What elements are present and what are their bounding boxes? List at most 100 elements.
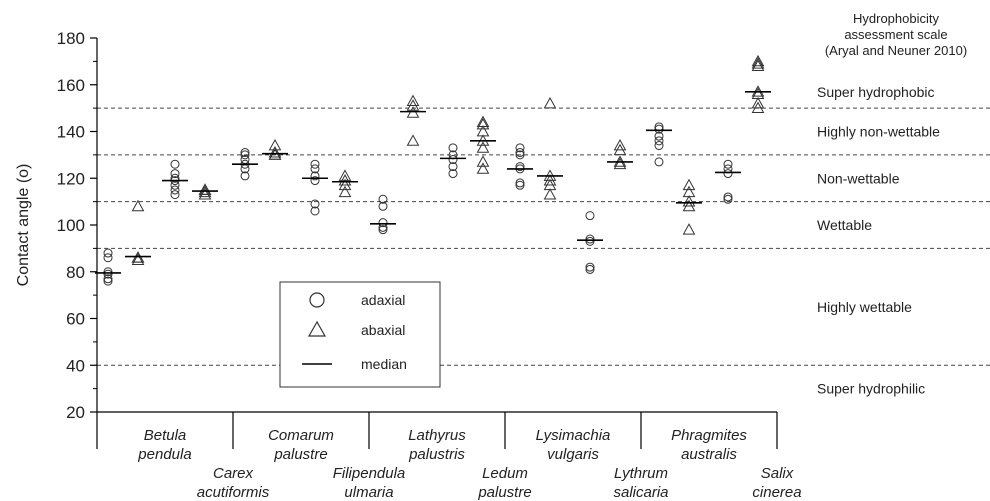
abaxial-point bbox=[476, 124, 490, 137]
adaxial-point bbox=[585, 234, 595, 244]
abaxial-point bbox=[198, 183, 212, 195]
species-label-bottom: salicaria bbox=[613, 484, 668, 501]
abaxial-point bbox=[268, 146, 282, 158]
adaxial-point bbox=[310, 176, 320, 186]
abaxial-point bbox=[476, 162, 490, 174]
species-label-top: Phragmites bbox=[671, 427, 747, 444]
adaxial-point bbox=[723, 159, 733, 169]
adaxial-point bbox=[378, 218, 388, 228]
species-label-top: australis bbox=[681, 446, 737, 463]
abaxial-point bbox=[406, 134, 420, 146]
abaxial-point bbox=[751, 54, 765, 67]
abaxial-point bbox=[476, 155, 490, 167]
legend-label-median: median bbox=[361, 356, 407, 372]
y-axis-title: Contact angle (o) bbox=[15, 164, 32, 287]
scale-category-label: Highly non-wettable bbox=[817, 124, 940, 140]
adaxial-point bbox=[103, 253, 113, 263]
abaxial-point bbox=[406, 94, 420, 107]
y-axis-ticks: 20 40 60 80 100 120 140 160 180 bbox=[57, 29, 97, 422]
legend-triangle-marker bbox=[307, 320, 327, 337]
adaxial-point bbox=[240, 171, 250, 181]
adaxial-point bbox=[585, 211, 595, 221]
scale-category-label: Super hydrophilic bbox=[817, 381, 925, 397]
adaxial-point bbox=[654, 136, 664, 146]
adaxial-point bbox=[515, 143, 525, 153]
abaxial-point bbox=[751, 96, 765, 109]
abaxial-point bbox=[338, 185, 352, 198]
adaxial-point bbox=[170, 173, 180, 183]
adaxial-point bbox=[240, 148, 250, 158]
species-label-top: vulgaris bbox=[547, 446, 599, 463]
abaxial-point bbox=[682, 178, 696, 191]
abaxial-point bbox=[751, 57, 765, 69]
adaxial-point bbox=[515, 162, 525, 172]
adaxial-point bbox=[448, 155, 458, 165]
adaxial-point bbox=[310, 159, 320, 169]
y-tick-label: 60 bbox=[66, 310, 85, 329]
scale-category-label: Highly wettable bbox=[817, 299, 912, 315]
abaxial-point bbox=[751, 87, 765, 99]
reference-lines bbox=[97, 107, 990, 366]
adaxial-point bbox=[310, 206, 320, 216]
abaxial-point bbox=[268, 138, 282, 151]
y-tick-label: 160 bbox=[57, 76, 85, 95]
abaxial-point bbox=[338, 169, 352, 181]
adaxial-point bbox=[515, 150, 525, 160]
abaxial-point bbox=[682, 185, 696, 198]
species-label-top: palustris bbox=[408, 446, 465, 463]
abaxial-point bbox=[682, 195, 696, 207]
adaxial-point bbox=[515, 180, 525, 190]
x-axis-groups: Betula pendula Comarum palustre Lathyrus palu… bbox=[96, 412, 802, 501]
species-label-top: pendula bbox=[137, 446, 191, 463]
abaxial-point bbox=[682, 223, 696, 235]
y-tick-label: 180 bbox=[57, 29, 85, 48]
adaxial-point bbox=[654, 157, 664, 167]
abaxial-point bbox=[476, 141, 490, 153]
legend-box bbox=[279, 281, 441, 388]
species-label-bottom: ulmaria bbox=[344, 484, 393, 501]
species-label-top: Betula bbox=[144, 427, 187, 444]
adaxial-point bbox=[723, 192, 733, 202]
scale-category-label: Wettable bbox=[817, 217, 872, 233]
abaxial-point bbox=[543, 96, 557, 109]
adaxial-point bbox=[310, 171, 320, 181]
y-tick-label: 20 bbox=[66, 403, 85, 422]
species-label-top: Lysimachia bbox=[536, 427, 611, 444]
abaxial-point bbox=[613, 157, 627, 170]
species-label-bottom: palustre bbox=[477, 484, 531, 501]
y-tick-label: 100 bbox=[57, 216, 85, 235]
species-label-bottom: Lythrum bbox=[614, 465, 668, 482]
adaxial-point bbox=[723, 169, 733, 179]
adaxial-point bbox=[310, 164, 320, 174]
adaxial-point bbox=[378, 194, 388, 204]
species-label-top: Lathyrus bbox=[408, 427, 466, 444]
y-tick-label: 140 bbox=[57, 123, 85, 142]
abaxial-point bbox=[131, 199, 145, 212]
adaxial-point bbox=[654, 141, 664, 151]
adaxial-point bbox=[515, 148, 525, 158]
adaxial-point bbox=[103, 267, 113, 277]
abaxial-point bbox=[543, 188, 557, 200]
scale-category-label: Super hydrophobic bbox=[817, 84, 935, 100]
adaxial-point bbox=[378, 201, 388, 211]
species-label-bottom: Carex bbox=[213, 465, 254, 482]
adaxial-point bbox=[448, 143, 458, 153]
adaxial-point bbox=[240, 150, 250, 160]
adaxial-point bbox=[654, 124, 664, 134]
legend-label-abaxial: abaxial bbox=[361, 322, 405, 338]
adaxial-point bbox=[103, 248, 113, 258]
adaxial-point bbox=[170, 169, 180, 179]
species-label-bottom: cinerea bbox=[752, 484, 801, 501]
adaxial-point bbox=[585, 262, 595, 272]
adaxial-point bbox=[585, 236, 595, 246]
data-marks bbox=[95, 54, 771, 286]
adaxial-point bbox=[378, 225, 388, 235]
adaxial-point bbox=[170, 185, 180, 195]
adaxial-point bbox=[723, 194, 733, 204]
adaxial-point bbox=[585, 264, 595, 274]
species-label-bottom: Filipendula bbox=[333, 465, 406, 482]
legend: adaxial abaxial median bbox=[279, 281, 441, 388]
adaxial-point bbox=[103, 276, 113, 286]
scale-title-line: (Aryal and Neuner 2010) bbox=[825, 43, 967, 58]
